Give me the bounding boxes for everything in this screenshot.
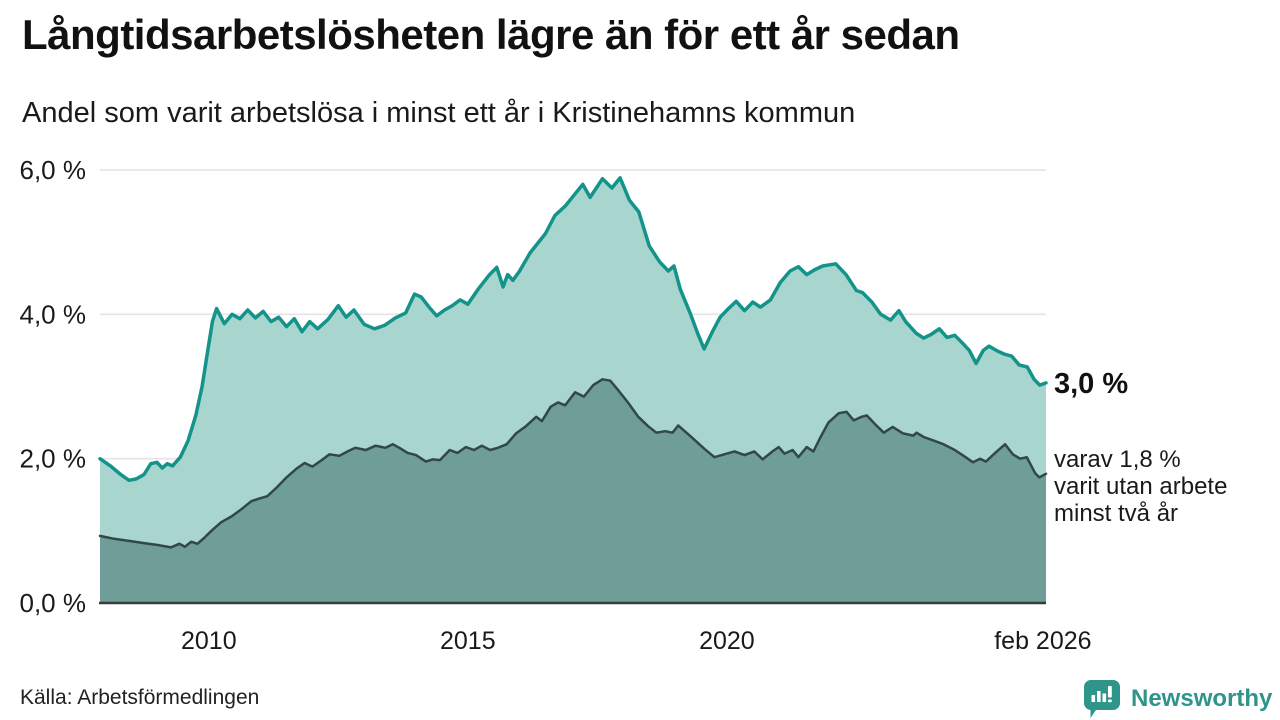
annotation-line: varav 1,8 % <box>1054 446 1181 473</box>
newsworthy-logo: Newsworthy <box>1082 678 1272 720</box>
series-secondary-annotation: varav 1,8 % varit utan arbete minst två … <box>1054 446 1227 527</box>
annotation-line: varit utan arbete <box>1054 473 1228 500</box>
area-series-1 <box>100 379 1046 603</box>
newsworthy-logo-text: Newsworthy <box>1131 685 1273 712</box>
page-subtitle: Andel som varit arbetslösa i minst ett å… <box>22 97 856 129</box>
x-tick-label: 2015 <box>440 627 496 655</box>
y-tick-label: 6,0 % <box>20 155 87 185</box>
y-tick-label: 0,0 % <box>20 588 87 618</box>
series-end-value-label: 3,0 % <box>1054 368 1129 400</box>
y-tick-label: 4,0 % <box>20 299 87 329</box>
x-tick-label: 2020 <box>699 627 755 655</box>
source-note: Källa: Arbetsförmedlingen <box>20 686 260 709</box>
bar-chart-glyph <box>1091 686 1112 703</box>
line-series <box>98 176 1048 483</box>
page-title: Långtidsarbetslösheten lägre än för ett … <box>22 11 960 58</box>
x-tick-label: feb 2026 <box>994 627 1091 655</box>
line-series <box>98 378 1048 549</box>
y-tick-label: 2,0 % <box>20 444 87 474</box>
annotation-line: minst två år <box>1054 500 1179 527</box>
newsworthy-logo-icon <box>1084 680 1120 718</box>
x-tick-label: 2010 <box>181 627 237 655</box>
